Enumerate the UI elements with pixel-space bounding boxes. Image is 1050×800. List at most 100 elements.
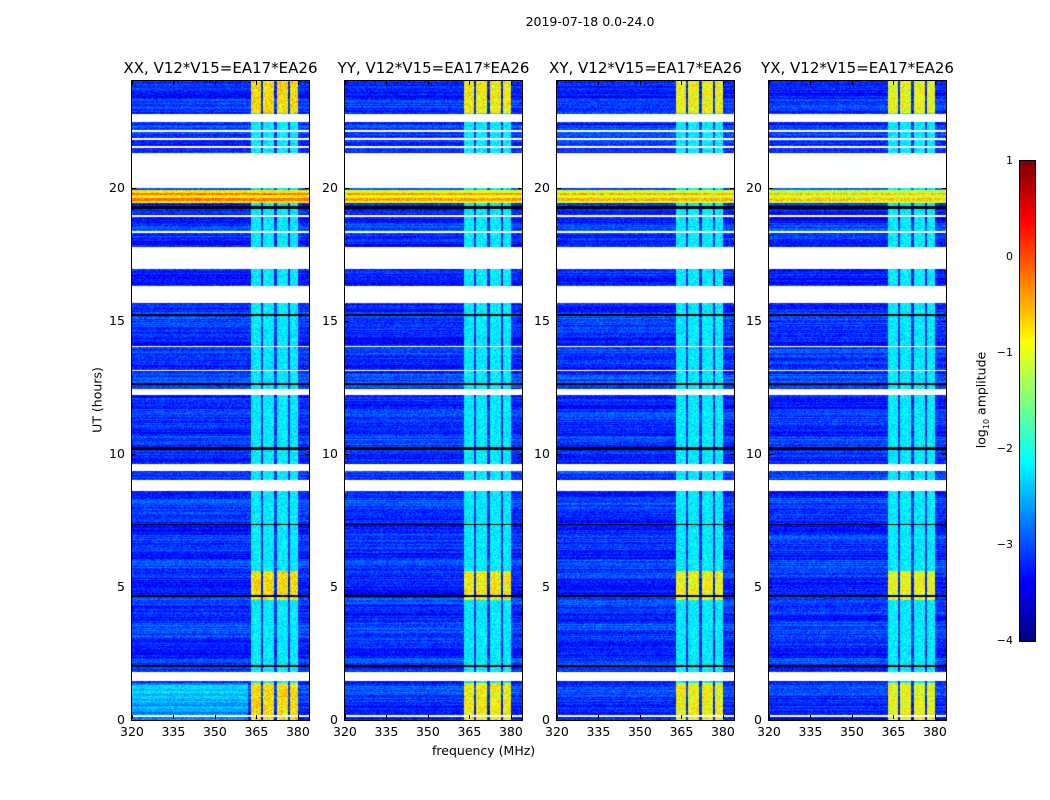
y-tick-mark bbox=[132, 586, 136, 588]
x-tick-label: 320 bbox=[757, 724, 781, 739]
y-tick-mark bbox=[305, 453, 309, 455]
y-tick-mark bbox=[557, 187, 561, 189]
colorbar-tick-label: 0 bbox=[1006, 250, 1013, 263]
y-tick-mark bbox=[730, 720, 734, 721]
x-tick-label: 380 bbox=[285, 724, 310, 739]
colorbar-tick-label: −1 bbox=[996, 346, 1013, 359]
panel-title: YY, V12*V15=EA17*EA26 bbox=[337, 59, 530, 77]
x-tick-label: 320 bbox=[333, 724, 357, 739]
waterfall-panel-3: XY, V12*V15=EA17*EA26 bbox=[549, 59, 742, 721]
waterfall-panel-1: XX, V12*V15=EA17*EA26 bbox=[123, 59, 318, 721]
y-tick-label: 15 bbox=[322, 312, 338, 328]
y-tick-mark bbox=[132, 453, 136, 455]
x-tick-mark bbox=[769, 81, 770, 85]
heatmap-image bbox=[769, 81, 946, 720]
y-tick-mark bbox=[557, 586, 561, 588]
y-tick-mark bbox=[518, 720, 522, 721]
x-tick-mark bbox=[810, 81, 812, 85]
y-tick-label: 5 bbox=[330, 578, 338, 594]
x-tick-mark bbox=[256, 81, 258, 85]
y-tick-label: 5 bbox=[542, 578, 550, 594]
y-tick-mark bbox=[305, 720, 309, 721]
x-tick-mark bbox=[557, 715, 558, 719]
y-tick-label: 0 bbox=[542, 712, 550, 727]
y-tick-label: 10 bbox=[322, 445, 338, 461]
x-tick-mark bbox=[469, 81, 471, 85]
y-tick-mark bbox=[345, 453, 349, 455]
x-axis-label: frequency (MHz) bbox=[432, 743, 536, 758]
x-tick-label: 380 bbox=[498, 724, 523, 739]
y-tick-mark bbox=[942, 586, 946, 588]
x-tick-mark bbox=[510, 81, 512, 85]
x-tick-label: 365 bbox=[244, 724, 269, 739]
x-tick-mark bbox=[934, 715, 936, 719]
x-tick-label: 350 bbox=[415, 724, 440, 739]
y-tick-label: 10 bbox=[746, 445, 762, 461]
y-tick-label: 20 bbox=[534, 179, 550, 195]
panel-title: XY, V12*V15=EA17*EA26 bbox=[549, 59, 742, 77]
x-tick-mark bbox=[345, 715, 346, 719]
x-tick-mark bbox=[851, 715, 853, 719]
y-tick-label: 15 bbox=[746, 312, 762, 328]
y-tick-label: 5 bbox=[117, 578, 125, 594]
x-tick-label: 365 bbox=[457, 724, 482, 739]
x-tick-mark bbox=[427, 715, 429, 719]
x-tick-label: 335 bbox=[161, 724, 186, 739]
x-tick-mark bbox=[386, 81, 388, 85]
colorbar-label: log10 amplitude bbox=[973, 351, 991, 449]
x-tick-mark bbox=[598, 81, 600, 85]
x-tick-mark bbox=[722, 715, 724, 719]
colorbar-tick-label: 1 bbox=[1006, 154, 1013, 167]
x-tick-mark bbox=[386, 715, 388, 719]
x-tick-mark bbox=[810, 715, 812, 719]
x-tick-label: 350 bbox=[202, 724, 227, 739]
y-tick-mark bbox=[345, 586, 349, 588]
y-tick-label: 20 bbox=[109, 179, 125, 195]
x-tick-mark bbox=[214, 715, 216, 719]
x-tick-mark bbox=[469, 715, 471, 719]
heatmap-image bbox=[557, 81, 734, 720]
y-tick-mark bbox=[345, 720, 349, 721]
y-tick-label: 5 bbox=[754, 578, 762, 594]
y-tick-mark bbox=[769, 187, 773, 189]
x-tick-label: 380 bbox=[922, 724, 947, 739]
y-tick-mark bbox=[305, 586, 309, 588]
x-tick-label: 335 bbox=[586, 724, 611, 739]
x-tick-label: 320 bbox=[120, 724, 144, 739]
waterfall-panel-2: YY, V12*V15=EA17*EA26 bbox=[338, 59, 529, 721]
y-tick-label: 20 bbox=[322, 179, 338, 195]
y-tick-label: 10 bbox=[109, 445, 125, 461]
panel-title: YX, V12*V15=EA17*EA26 bbox=[761, 59, 954, 77]
y-tick-label: 15 bbox=[534, 312, 550, 328]
x-tick-mark bbox=[639, 81, 641, 85]
x-tick-label: 335 bbox=[374, 724, 399, 739]
y-tick-label: 20 bbox=[746, 179, 762, 195]
y-tick-mark bbox=[942, 720, 946, 721]
x-tick-mark bbox=[256, 715, 258, 719]
x-tick-mark bbox=[893, 81, 895, 85]
x-tick-label: 365 bbox=[881, 724, 906, 739]
y-tick-mark bbox=[557, 453, 561, 455]
x-tick-label: 380 bbox=[710, 724, 735, 739]
x-tick-mark bbox=[893, 715, 895, 719]
y-tick-label: 10 bbox=[534, 445, 550, 461]
x-tick-mark bbox=[297, 81, 299, 85]
y-tick-mark bbox=[518, 586, 522, 588]
y-tick-mark bbox=[305, 320, 309, 322]
x-tick-mark bbox=[510, 715, 512, 719]
x-tick-mark bbox=[132, 715, 133, 719]
x-tick-mark bbox=[557, 81, 558, 85]
x-tick-mark bbox=[427, 81, 429, 85]
x-tick-label: 350 bbox=[627, 724, 652, 739]
x-tick-mark bbox=[769, 715, 770, 719]
y-tick-mark bbox=[345, 187, 349, 189]
y-tick-mark bbox=[132, 720, 136, 721]
y-tick-label: 0 bbox=[330, 712, 338, 727]
x-tick-mark bbox=[681, 81, 683, 85]
y-tick-label: 15 bbox=[109, 312, 125, 328]
x-tick-mark bbox=[598, 715, 600, 719]
y-tick-mark bbox=[769, 320, 773, 322]
x-tick-mark bbox=[851, 81, 853, 85]
y-tick-mark bbox=[345, 320, 349, 322]
